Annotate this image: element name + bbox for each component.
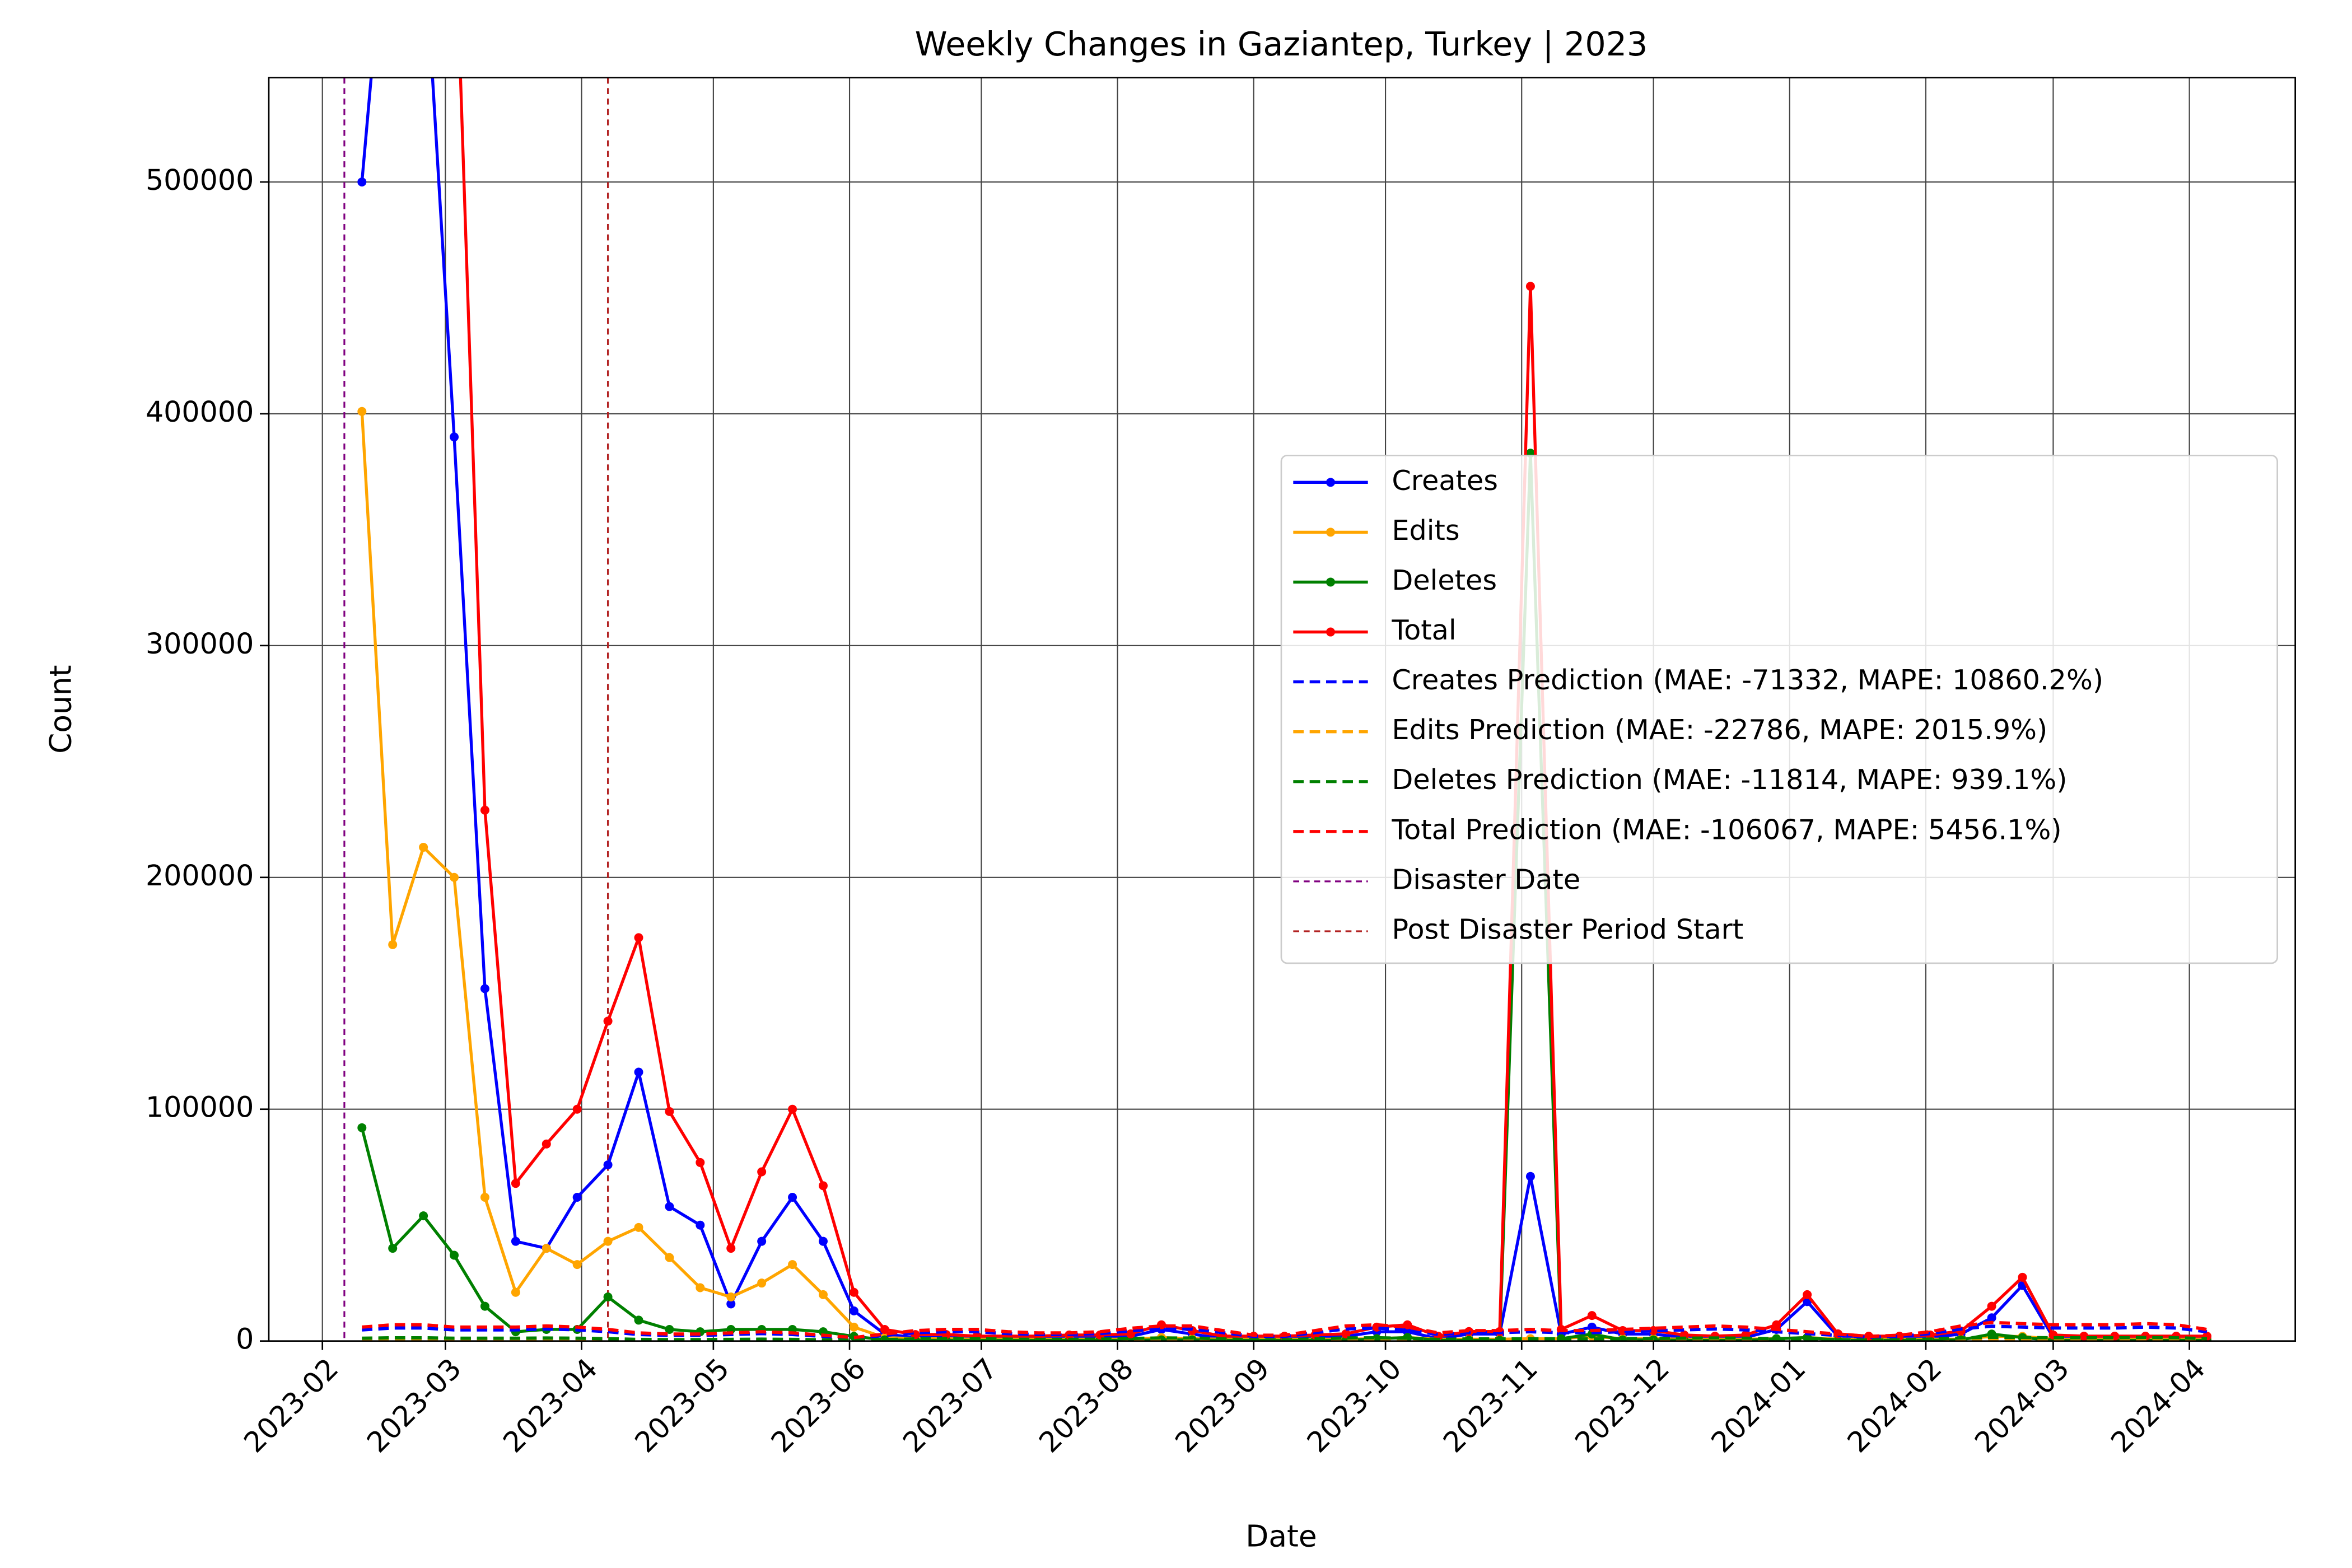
legend-label: Deletes Prediction (MAE: -11814, MAPE: 9… — [1392, 763, 2067, 796]
data-point — [1987, 1301, 1996, 1311]
data-point — [357, 1123, 367, 1132]
data-point — [818, 1290, 828, 1299]
data-point — [572, 1104, 582, 1114]
data-point — [696, 1220, 705, 1230]
y-tick-label: 0 — [236, 1323, 254, 1356]
data-point — [1341, 1329, 1351, 1338]
data-point — [1372, 1334, 1382, 1341]
y-tick-label: 100000 — [146, 1091, 254, 1124]
data-point — [634, 1315, 643, 1325]
legend-label: Post Disaster Period Start — [1392, 913, 1743, 945]
legend-box — [1280, 454, 2278, 964]
legend-marker — [1326, 577, 1335, 587]
data-point — [849, 1306, 858, 1315]
legend-label: Total Prediction (MAE: -106067, MAPE: 54… — [1391, 813, 2061, 846]
data-point — [634, 1067, 643, 1077]
data-point — [818, 1236, 828, 1246]
data-point — [665, 1107, 674, 1116]
data-point — [480, 1193, 489, 1202]
data-point — [880, 1335, 889, 1341]
y-tick-label: 500000 — [146, 164, 254, 197]
data-point — [357, 407, 367, 416]
data-point — [1803, 1290, 1812, 1299]
data-point — [788, 1260, 797, 1270]
data-point — [603, 1160, 613, 1170]
data-point — [603, 1292, 613, 1302]
data-point — [419, 1211, 428, 1221]
data-point — [880, 1324, 889, 1334]
legend-marker — [1326, 478, 1335, 487]
y-tick-label: 400000 — [146, 395, 254, 428]
data-point — [1987, 1313, 1996, 1323]
legend-marker — [1326, 528, 1335, 537]
data-point — [1587, 1311, 1597, 1320]
legend-label: Disaster Date — [1392, 863, 1580, 895]
legend-label: Creates — [1392, 464, 1498, 497]
data-point — [726, 1299, 736, 1309]
chart-title: Weekly Changes in Gaziantep, Turkey | 20… — [915, 25, 1648, 63]
data-point — [849, 1322, 858, 1332]
data-point — [572, 1193, 582, 1202]
data-point — [450, 1250, 459, 1260]
data-point — [757, 1236, 767, 1246]
legend-label: Edits — [1392, 514, 1459, 547]
legend-marker — [1326, 627, 1335, 637]
data-point — [1525, 1172, 1535, 1181]
data-point — [696, 1283, 705, 1292]
data-point — [757, 1167, 767, 1177]
data-point — [450, 432, 459, 442]
data-point — [1525, 282, 1535, 291]
data-point — [849, 1287, 858, 1297]
legend-label: Deletes — [1392, 564, 1497, 596]
data-point — [1649, 1326, 1658, 1336]
x-axis-label: Date — [1245, 1518, 1317, 1553]
data-point — [603, 1016, 613, 1026]
data-point — [757, 1278, 767, 1288]
plot-frame — [268, 77, 2296, 1342]
data-point — [2018, 1272, 2027, 1282]
data-point — [511, 1287, 520, 1297]
data-point — [419, 842, 428, 852]
data-point — [603, 1236, 613, 1246]
data-point — [480, 984, 489, 993]
data-point — [1403, 1320, 1412, 1329]
data-point — [511, 1179, 520, 1188]
plot-area — [343, 77, 2211, 1341]
data-point — [357, 177, 367, 186]
y-axis-label: Count — [43, 665, 78, 753]
legend-label: Total — [1391, 614, 1456, 646]
data-point — [572, 1260, 582, 1270]
data-point — [480, 1301, 489, 1311]
data-point — [665, 1324, 674, 1334]
data-point — [450, 872, 459, 882]
data-point — [788, 1193, 797, 1202]
y-tick-label: 300000 — [146, 627, 254, 660]
data-point — [726, 1244, 736, 1253]
data-point — [388, 940, 398, 949]
data-point — [696, 1158, 705, 1167]
data-point — [542, 1139, 551, 1149]
data-point — [2079, 1331, 2089, 1341]
data-point — [388, 1244, 398, 1253]
data-point — [726, 1292, 736, 1302]
data-point — [1772, 1320, 1781, 1329]
data-point — [818, 1181, 828, 1191]
data-point — [634, 1222, 643, 1232]
data-point — [665, 1202, 674, 1211]
y-tick-label: 200000 — [146, 859, 254, 892]
legend-label: Creates Prediction (MAE: -71332, MAPE: 1… — [1392, 664, 2103, 696]
data-point — [634, 933, 643, 942]
data-point — [788, 1104, 797, 1114]
data-point — [542, 1244, 551, 1253]
legend: Creates Edits Deletes Total Creates Predicti… — [1280, 454, 2278, 964]
data-point — [511, 1236, 520, 1246]
data-point — [1126, 1329, 1136, 1338]
prediction-line — [362, 1336, 2208, 1341]
prediction-line — [362, 1320, 2208, 1340]
legend-label: Edits Prediction (MAE: -22786, MAPE: 201… — [1392, 713, 2047, 746]
data-point — [480, 805, 489, 815]
data-point — [665, 1253, 674, 1262]
